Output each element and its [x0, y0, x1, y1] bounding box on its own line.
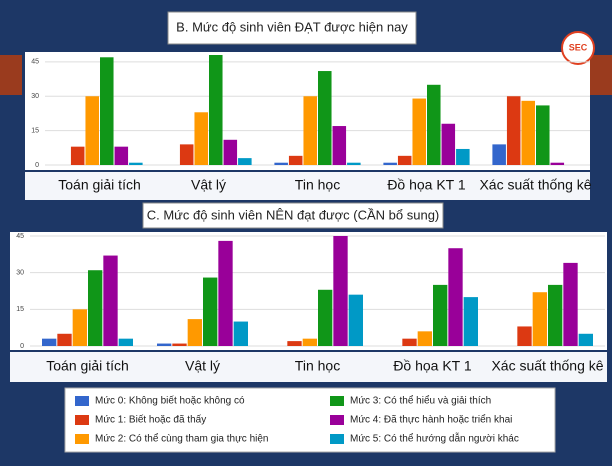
bar — [517, 326, 532, 346]
bar — [318, 289, 333, 346]
bar — [274, 162, 288, 165]
bar — [72, 309, 87, 346]
bar — [209, 55, 223, 165]
bar — [238, 158, 252, 165]
legend-label: Mức 3: Có thể hiểu và giải thích — [350, 395, 491, 407]
bar — [287, 341, 302, 346]
accent — [0, 55, 22, 95]
bar — [427, 84, 441, 165]
bar — [578, 333, 593, 346]
bar — [333, 236, 348, 346]
legend-label: Mức 1: Biết hoặc đã thấy — [95, 414, 206, 426]
bar — [288, 155, 303, 165]
bar — [521, 100, 535, 165]
bar — [223, 139, 238, 165]
bar — [70, 146, 85, 165]
bar — [412, 98, 426, 165]
bar — [441, 123, 456, 165]
bar — [218, 240, 233, 346]
y-tick-label: 15 — [16, 306, 24, 313]
bar — [194, 112, 208, 165]
legend-swatch — [330, 415, 344, 425]
y-tick-label: 30 — [31, 93, 39, 100]
bar — [100, 57, 114, 165]
legend-label: Mức 2: Có thể cùng tham gia thực hiện — [95, 433, 268, 445]
bar — [88, 270, 103, 346]
x-tick-label: Toán giải tích — [58, 177, 141, 193]
accent — [590, 55, 612, 95]
y-tick-label: 30 — [16, 270, 24, 277]
legend-swatch — [75, 415, 89, 425]
bar — [563, 262, 578, 346]
title-box — [142, 202, 444, 229]
bar — [42, 338, 57, 346]
x-tick-label: Toán giải tích — [46, 358, 129, 374]
legend-swatch — [75, 434, 89, 444]
bar — [548, 284, 563, 346]
chart-title: C. Mức độ sinh viên NÊN đạt được (CẦN bổ… — [147, 207, 440, 222]
bar — [347, 162, 361, 165]
y-tick-label: 45 — [31, 59, 39, 66]
x-tick-label: Đồ họa KT 1 — [387, 177, 466, 193]
legend-box — [64, 387, 556, 453]
bar — [532, 292, 547, 346]
legend-swatch — [330, 434, 344, 444]
logo-text: SEC — [569, 42, 588, 52]
bar — [303, 96, 317, 165]
bar — [187, 319, 202, 346]
bar — [506, 96, 521, 165]
legend-label: Mức 4: Đã thực hành hoặc triển khai — [350, 414, 512, 426]
bar — [57, 333, 72, 346]
x-tick-label: Xác suất thống kê — [479, 177, 591, 193]
chart-title: B. Mức độ sinh viên ĐẠT được hiện nay — [176, 19, 408, 34]
bar — [463, 297, 478, 346]
bar — [114, 146, 129, 165]
bar — [172, 343, 187, 346]
bar — [402, 338, 417, 346]
bar — [129, 162, 143, 165]
bar — [417, 331, 432, 346]
x-tick-label: Đồ họa KT 1 — [393, 358, 472, 374]
bar — [85, 96, 99, 165]
legend-swatch — [330, 396, 344, 406]
x-tick-label: Xác suất thống kê — [491, 358, 603, 374]
bar — [456, 148, 470, 165]
bar — [118, 338, 133, 346]
bar — [397, 155, 412, 165]
label-band — [25, 172, 590, 200]
bar — [103, 255, 118, 346]
bar — [203, 277, 218, 346]
bar — [550, 162, 565, 165]
y-tick-label: 0 — [35, 162, 39, 169]
x-tick-label: Tin học — [295, 177, 340, 193]
y-tick-label: 45 — [16, 233, 24, 240]
title-box — [167, 11, 417, 45]
label-band — [10, 352, 607, 382]
bar — [536, 105, 550, 165]
bar — [433, 284, 448, 346]
bar — [448, 248, 463, 346]
bar — [302, 338, 317, 346]
bar — [383, 162, 397, 165]
x-tick-label: Tin học — [295, 358, 340, 374]
bar — [157, 343, 172, 346]
legend-label: Mức 0: Không biết hoặc không có — [95, 395, 245, 407]
logo — [561, 31, 595, 65]
bar — [348, 294, 363, 346]
y-tick-label: 15 — [31, 127, 39, 134]
legend-swatch — [75, 396, 89, 406]
legend-label: Mức 5: Có thể hướng dẫn người khác — [350, 432, 519, 445]
x-tick-label: Vật lý — [191, 177, 226, 193]
bar — [233, 321, 248, 346]
y-tick-label: 0 — [20, 343, 24, 350]
bar — [179, 144, 194, 165]
bar — [318, 71, 332, 165]
bar — [332, 126, 347, 165]
bar — [492, 144, 506, 165]
x-tick-label: Vật lý — [185, 358, 220, 374]
